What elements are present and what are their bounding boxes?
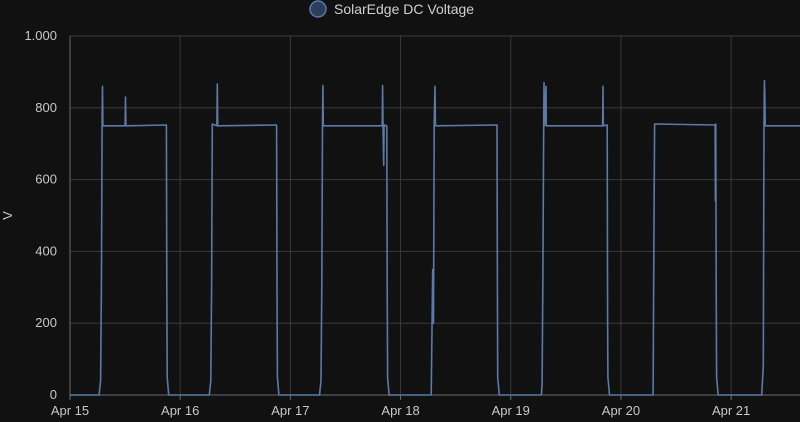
- axes: 0 200 400 600 800 1.000 Apr 15 Apr 16 Apr 17 Apr …: [0, 28, 750, 418]
- x-tick-label: Apr 18: [381, 403, 419, 418]
- y-tick-label: 800: [35, 100, 57, 115]
- legend-label: SolarEdge DC Voltage: [334, 1, 474, 17]
- legend-swatch: [309, 0, 327, 18]
- y-tick-label: 0: [50, 387, 57, 402]
- x-tick-label: Apr 19: [492, 403, 530, 418]
- y-axis-title: V: [0, 211, 15, 220]
- x-tick-label: Apr 20: [602, 403, 640, 418]
- legend-item[interactable]: SolarEdge DC Voltage: [309, 0, 474, 18]
- x-tick-label: Apr 16: [161, 403, 199, 418]
- y-tick-label: 600: [35, 172, 57, 187]
- x-tick-label: Apr 17: [271, 403, 309, 418]
- legend[interactable]: SolarEdge DC Voltage: [309, 0, 474, 18]
- y-tick-label: 1.000: [24, 28, 57, 43]
- y-tick-label: 400: [35, 243, 57, 258]
- x-tick-label: Apr 15: [51, 403, 89, 418]
- x-tick-label: Apr 21: [712, 403, 750, 418]
- series-layer: [70, 79, 800, 396]
- y-tick-label: 200: [35, 315, 57, 330]
- series-line: [70, 79, 800, 396]
